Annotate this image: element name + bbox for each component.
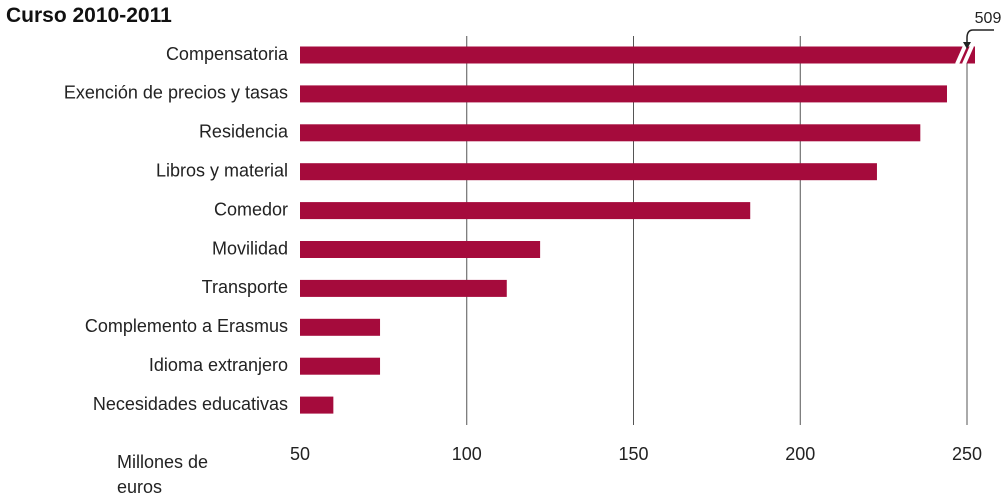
x-tick-label: 150 <box>618 444 648 464</box>
y-tick-label: Libros y material <box>156 160 288 180</box>
x-tick-label: 250 <box>952 444 982 464</box>
y-tick-label: Complemento a Erasmus <box>85 316 288 336</box>
value-label: 509 <box>975 10 1002 27</box>
chart-title: Curso 2010-2011 <box>6 4 172 27</box>
y-tick-label: Residencia <box>199 122 289 142</box>
bar <box>300 46 975 64</box>
bar <box>300 163 877 181</box>
bar <box>300 202 751 220</box>
bar <box>300 241 541 258</box>
y-tick-label: Necesidades educativas <box>93 394 288 414</box>
bar <box>300 396 334 414</box>
y-tick-label: Idioma extranjero <box>149 355 288 375</box>
x-axis-title: Millones de euros <box>117 452 209 494</box>
bar <box>300 318 381 336</box>
y-tick-label: Transporte <box>202 277 288 297</box>
annotation-arrow <box>966 29 994 44</box>
x-tick-label: 100 <box>452 444 482 464</box>
x-tick-label: 200 <box>785 444 815 464</box>
y-tick-label: Exención de precios y tasas <box>64 83 288 103</box>
y-tick-label: Movilidad <box>212 238 288 258</box>
bar <box>300 279 507 297</box>
axis-break <box>955 45 974 65</box>
arrow-head <box>963 42 971 49</box>
y-tick-label: Compensatoria <box>166 44 289 64</box>
bar <box>300 85 947 103</box>
x-tick-label: 50 <box>290 444 310 464</box>
y-tick-label: Comedor <box>214 199 288 219</box>
bar <box>300 124 921 142</box>
bar <box>300 357 381 375</box>
